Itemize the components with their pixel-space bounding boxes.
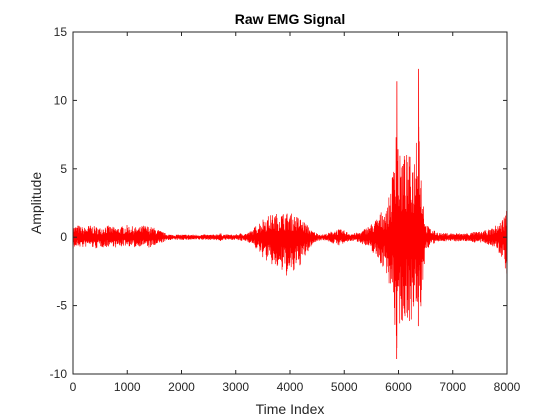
x-axis-title: Time Index <box>256 401 325 417</box>
x-tick-label: 0 <box>70 380 77 394</box>
x-tick-label: 6000 <box>385 380 412 394</box>
x-tick-label: 3000 <box>222 380 249 394</box>
y-tick-label: 0 <box>60 230 67 244</box>
x-tick-label: 7000 <box>439 380 466 394</box>
y-axis-ticks: -10 -5 0 5 10 15 <box>50 25 507 381</box>
x-axis-ticks: 0 1000 2000 3000 4000 5000 6000 7000 8000 <box>70 32 521 394</box>
x-tick-label: 1000 <box>114 380 141 394</box>
x-tick-label: 2000 <box>168 380 195 394</box>
signal-line <box>73 126 507 348</box>
x-tick-label: 5000 <box>331 380 358 394</box>
signal-trace-group <box>73 68 507 359</box>
chart-title: Raw EMG Signal <box>235 11 345 27</box>
y-tick-label: 5 <box>60 162 67 176</box>
plot-area <box>73 32 507 374</box>
y-tick-label: 15 <box>54 25 68 39</box>
x-tick-label: 4000 <box>277 380 304 394</box>
y-tick-label: -5 <box>56 299 67 313</box>
y-tick-label: -10 <box>50 367 68 381</box>
y-axis-title: Amplitude <box>28 172 44 234</box>
x-tick-label: 8000 <box>494 380 521 394</box>
y-tick-label: 10 <box>54 93 68 107</box>
